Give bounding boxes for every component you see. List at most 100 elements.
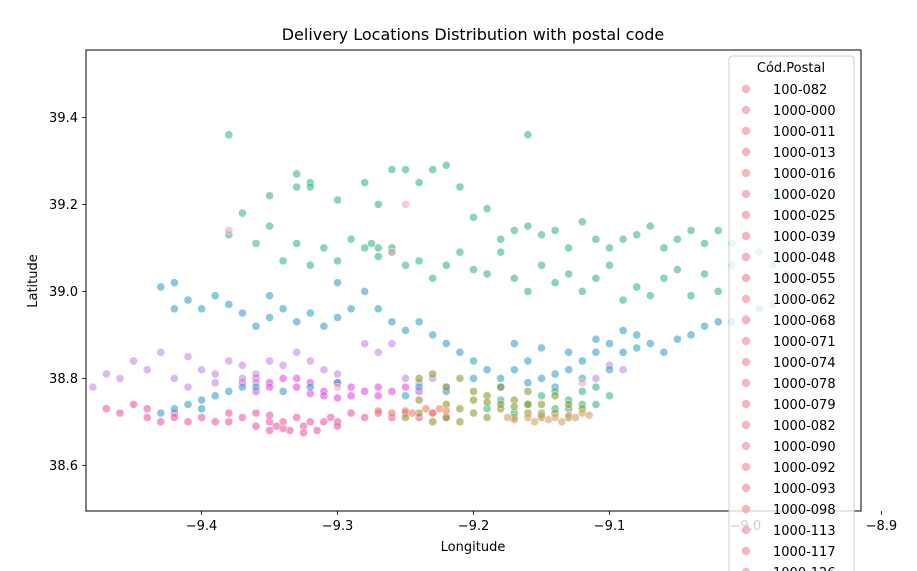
data-point xyxy=(469,356,478,366)
data-point xyxy=(469,395,478,405)
data-point xyxy=(646,221,655,231)
data-point xyxy=(251,239,261,248)
data-point xyxy=(374,200,383,209)
data-point xyxy=(374,348,383,357)
legend-title: Cód.Postal xyxy=(757,61,825,76)
data-point xyxy=(714,317,723,326)
data-point xyxy=(333,422,342,431)
data-point xyxy=(346,391,356,400)
chart-title: Delivery Locations Distribution with pos… xyxy=(282,25,665,44)
data-point xyxy=(387,165,397,174)
data-point xyxy=(618,326,628,335)
legend: Cód.Postal 100-082 1000-000 1000-011 1000-0… xyxy=(728,55,855,571)
data-point xyxy=(374,252,383,261)
data-point xyxy=(503,413,512,422)
data-point xyxy=(414,178,424,187)
legend-marker xyxy=(741,462,751,472)
data-point xyxy=(142,365,152,374)
legend-entry-label: 1000-078 xyxy=(773,377,836,392)
data-point xyxy=(367,239,376,248)
data-point xyxy=(564,400,573,409)
data-point xyxy=(224,408,234,418)
y-tick-label: 39.4 xyxy=(49,111,78,126)
data-point xyxy=(401,165,410,174)
legend-entry-label: 1000-117 xyxy=(773,545,836,560)
data-point xyxy=(278,304,288,313)
legend-entry-label: 1000-025 xyxy=(773,209,836,224)
data-point xyxy=(306,308,315,318)
data-point xyxy=(224,387,234,396)
data-point xyxy=(414,395,424,405)
data-point xyxy=(210,391,220,400)
data-point xyxy=(360,287,369,296)
legend-marker xyxy=(741,252,751,262)
data-point xyxy=(292,374,301,383)
data-point xyxy=(156,417,166,426)
data-point xyxy=(238,361,247,370)
data-point xyxy=(618,234,628,244)
data-point xyxy=(442,406,451,416)
data-point xyxy=(278,417,288,426)
legend-marker xyxy=(741,210,751,220)
data-point xyxy=(142,404,152,413)
data-point xyxy=(156,348,166,357)
legend-entry-label: 100-082 xyxy=(773,83,827,98)
data-point xyxy=(360,387,369,396)
legend-marker xyxy=(741,189,751,199)
data-point xyxy=(414,374,424,383)
legend-entry-label: 1000-068 xyxy=(773,314,836,329)
data-point xyxy=(659,348,669,357)
data-point xyxy=(564,269,573,279)
data-point xyxy=(170,404,179,413)
data-point xyxy=(537,400,546,409)
data-point xyxy=(333,195,342,205)
data-point xyxy=(360,339,369,348)
data-point xyxy=(238,374,247,383)
data-point xyxy=(265,191,274,200)
legend-marker xyxy=(741,525,751,535)
data-point xyxy=(374,391,383,400)
data-point xyxy=(319,322,329,331)
y-tick-label: 39.0 xyxy=(49,285,78,300)
data-point xyxy=(129,400,138,409)
data-point xyxy=(421,404,431,413)
data-point xyxy=(455,182,465,192)
data-point xyxy=(265,426,274,435)
data-point xyxy=(591,348,601,357)
data-points xyxy=(88,130,791,437)
legend-marker xyxy=(741,168,751,178)
data-point xyxy=(183,417,193,426)
data-point xyxy=(265,291,274,300)
data-point xyxy=(170,278,179,287)
data-point xyxy=(251,322,261,331)
data-point xyxy=(142,413,152,422)
data-point xyxy=(102,369,111,379)
data-point xyxy=(510,339,519,348)
data-point xyxy=(197,404,206,413)
data-point xyxy=(482,269,492,279)
data-point xyxy=(374,382,383,392)
data-point xyxy=(591,335,601,344)
data-point xyxy=(578,356,587,366)
y-axis-label: Latitude xyxy=(26,254,41,308)
data-point xyxy=(210,378,220,387)
data-point xyxy=(537,343,546,353)
legend-entry-label: 1000-013 xyxy=(773,146,836,161)
data-point xyxy=(210,291,220,300)
data-point xyxy=(700,239,709,248)
data-point xyxy=(523,287,533,296)
data-point xyxy=(238,413,247,422)
data-point xyxy=(442,261,451,270)
data-point xyxy=(523,413,533,422)
data-point xyxy=(564,348,573,357)
data-point xyxy=(523,130,533,140)
data-point xyxy=(469,374,478,383)
legend-marker xyxy=(741,567,751,571)
data-point xyxy=(510,402,519,411)
data-point xyxy=(312,426,322,435)
data-point xyxy=(686,291,696,300)
data-point xyxy=(482,365,492,374)
data-point xyxy=(265,356,274,366)
data-point xyxy=(278,256,288,266)
data-point xyxy=(183,295,193,305)
